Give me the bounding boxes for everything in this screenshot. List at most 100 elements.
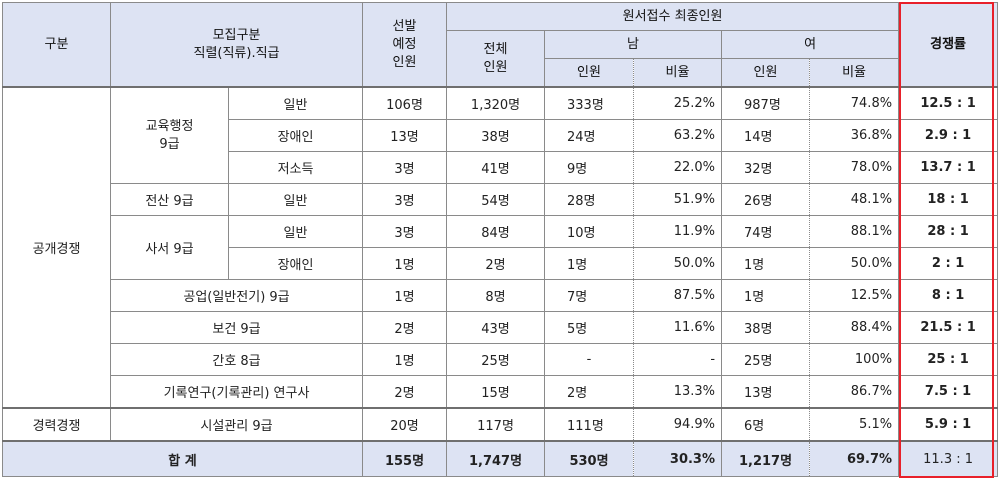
- row-total: 117명: [446, 407, 546, 442]
- total-competition: 11.3 : 1: [898, 440, 999, 477]
- row-planned: 3명: [362, 215, 448, 248]
- table-row: 저소득 3명 41명 9명 22.0% 32명 78.0% 13.7 : 1: [3, 151, 999, 184]
- table-row: 공업(일반전기) 9급 1명 8명 7명 87.5% 1명 12.5% 8 : …: [3, 279, 999, 312]
- row-planned: 2명: [362, 311, 448, 344]
- row-male-count: 111명: [544, 407, 635, 442]
- row-male-ratio: 63.2%: [633, 119, 723, 152]
- row-total: 8명: [446, 279, 546, 312]
- row-male-ratio: 11.6%: [633, 311, 723, 344]
- row-type: 시설관리 9급: [109, 407, 364, 442]
- row-total: 54명: [446, 183, 546, 216]
- row-male-ratio: 94.9%: [633, 407, 723, 442]
- header-female: 여: [721, 30, 900, 59]
- row-planned: 1명: [362, 343, 448, 376]
- row-competition: 2.9 : 1: [898, 119, 999, 152]
- row-competition: 18 : 1: [898, 183, 999, 216]
- row-female-ratio: 5.1%: [809, 407, 900, 442]
- total-female-ratio: 69.7%: [809, 440, 900, 477]
- row-male-count: 28명: [544, 183, 635, 216]
- header-male-ratio: 비율: [633, 58, 723, 88]
- row-planned: 3명: [362, 183, 448, 216]
- table-row: 기록연구(기록관리) 연구사 2명 15명 2명 13.3% 13명 86.7%…: [3, 375, 999, 409]
- table-row: 장애인 13명 38명 24명 63.2% 14명 36.8% 2.9 : 1: [3, 119, 999, 152]
- row-female-count: 6명: [721, 407, 811, 442]
- row-planned: 2명: [362, 375, 448, 409]
- row-competition: 13.7 : 1: [898, 151, 999, 184]
- row-female-ratio: 50.0%: [809, 247, 900, 280]
- table-row: 사서 9급 일반 3명 84명 10명 11.9% 74명 88.1% 28 :…: [3, 215, 999, 280]
- row-planned: 20명: [362, 407, 448, 442]
- total-planned: 155명: [362, 440, 448, 477]
- header-recruit: 모집구분 직렬(직류).직급: [109, 2, 364, 88]
- row-female-ratio: 88.4%: [809, 311, 900, 344]
- row-type: 기록연구(기록관리) 연구사: [109, 375, 364, 409]
- table-row: 공개경쟁 교육행정 9급 일반 106명 1,320명 333명 25.2% 9…: [2, 86, 999, 409]
- row-male-count: -: [544, 343, 635, 376]
- row-planned: 13명: [362, 119, 448, 152]
- total-row: 합 계 155명 1,747명 530명 30.3% 1,217명 69.7% …: [1, 440, 999, 477]
- header-total: 전체 인원: [446, 30, 546, 88]
- row-type: 보건 9급: [109, 311, 364, 344]
- row-competition: 21.5 : 1: [898, 311, 999, 344]
- header-male-count: 인원: [544, 58, 635, 88]
- row-female-count: 26명: [721, 183, 811, 216]
- row-male-ratio: 50.0%: [633, 247, 723, 280]
- total-male-count: 530명: [544, 440, 635, 477]
- row-planned: 3명: [362, 151, 448, 184]
- row-male-ratio: 87.5%: [633, 279, 723, 312]
- row-male-count: 7명: [544, 279, 635, 312]
- row-male-count: 10명: [544, 215, 635, 248]
- group-edu: 교육행정 9급: [110, 86, 229, 184]
- row-male-count: 9명: [544, 151, 635, 184]
- row-male-count: 333명: [544, 86, 635, 120]
- row-female-count: 32명: [721, 151, 811, 184]
- row-female-ratio: 100%: [809, 343, 900, 376]
- row-total: 1,320명: [446, 86, 546, 120]
- row-type: 장애인: [227, 247, 364, 280]
- row-male-ratio: 22.0%: [633, 151, 723, 184]
- total-label: 합 계: [1, 440, 364, 477]
- row-female-ratio: 88.1%: [809, 215, 900, 248]
- row-male-count: 5명: [544, 311, 635, 344]
- row-type: 간호 8급: [109, 343, 364, 376]
- table-row: 전산 9급 일반 3명 54명 28명 51.9% 26명 48.1% 18 :…: [3, 183, 999, 216]
- row-female-count: 987명: [721, 86, 811, 120]
- row-type: 일반: [227, 215, 364, 248]
- row-female-count: 74명: [721, 215, 811, 248]
- header-applicants: 원서접수 최종인원: [446, 2, 900, 31]
- row-female-ratio: 74.8%: [809, 86, 900, 120]
- row-female-ratio: 36.8%: [809, 119, 900, 152]
- row-female-count: 13명: [721, 375, 811, 409]
- row-planned: 1명: [362, 279, 448, 312]
- row-male-ratio: 11.9%: [633, 215, 723, 248]
- row-competition: 7.5 : 1: [898, 375, 999, 409]
- row-competition: 28 : 1: [898, 215, 999, 248]
- table-row: 장애인 1명 2명 1명 50.0% 1명 50.0% 2 : 1: [3, 247, 999, 280]
- total-female-count: 1,217명: [721, 440, 811, 477]
- row-total: 15명: [446, 375, 546, 409]
- row-female-ratio: 48.1%: [809, 183, 900, 216]
- row-competition: 8 : 1: [898, 279, 999, 312]
- group-lib: 사서 9급: [110, 215, 229, 280]
- header-female-count: 인원: [721, 58, 811, 88]
- row-female-count: 14명: [721, 119, 811, 152]
- header-female-ratio: 비율: [809, 58, 900, 88]
- row-type: 일반: [227, 183, 364, 216]
- row-male-count: 1명: [544, 247, 635, 280]
- total-male-ratio: 30.3%: [633, 440, 723, 477]
- row-male-count: 24명: [544, 119, 635, 152]
- row-competition: 12.5 : 1: [898, 86, 999, 120]
- row-planned: 106명: [362, 86, 448, 120]
- row-male-ratio: -: [633, 343, 723, 376]
- row-total: 84명: [446, 215, 546, 248]
- row-competition: 2 : 1: [898, 247, 999, 280]
- row-planned: 1명: [362, 247, 448, 280]
- row-female-count: 25명: [721, 343, 811, 376]
- row-female-count: 1명: [721, 279, 811, 312]
- group-career: 경력경쟁: [2, 407, 111, 442]
- row-type: 장애인: [227, 119, 364, 152]
- group-comp: 전산 9급: [110, 183, 229, 216]
- row-total: 41명: [446, 151, 546, 184]
- row-total: 2명: [446, 247, 546, 280]
